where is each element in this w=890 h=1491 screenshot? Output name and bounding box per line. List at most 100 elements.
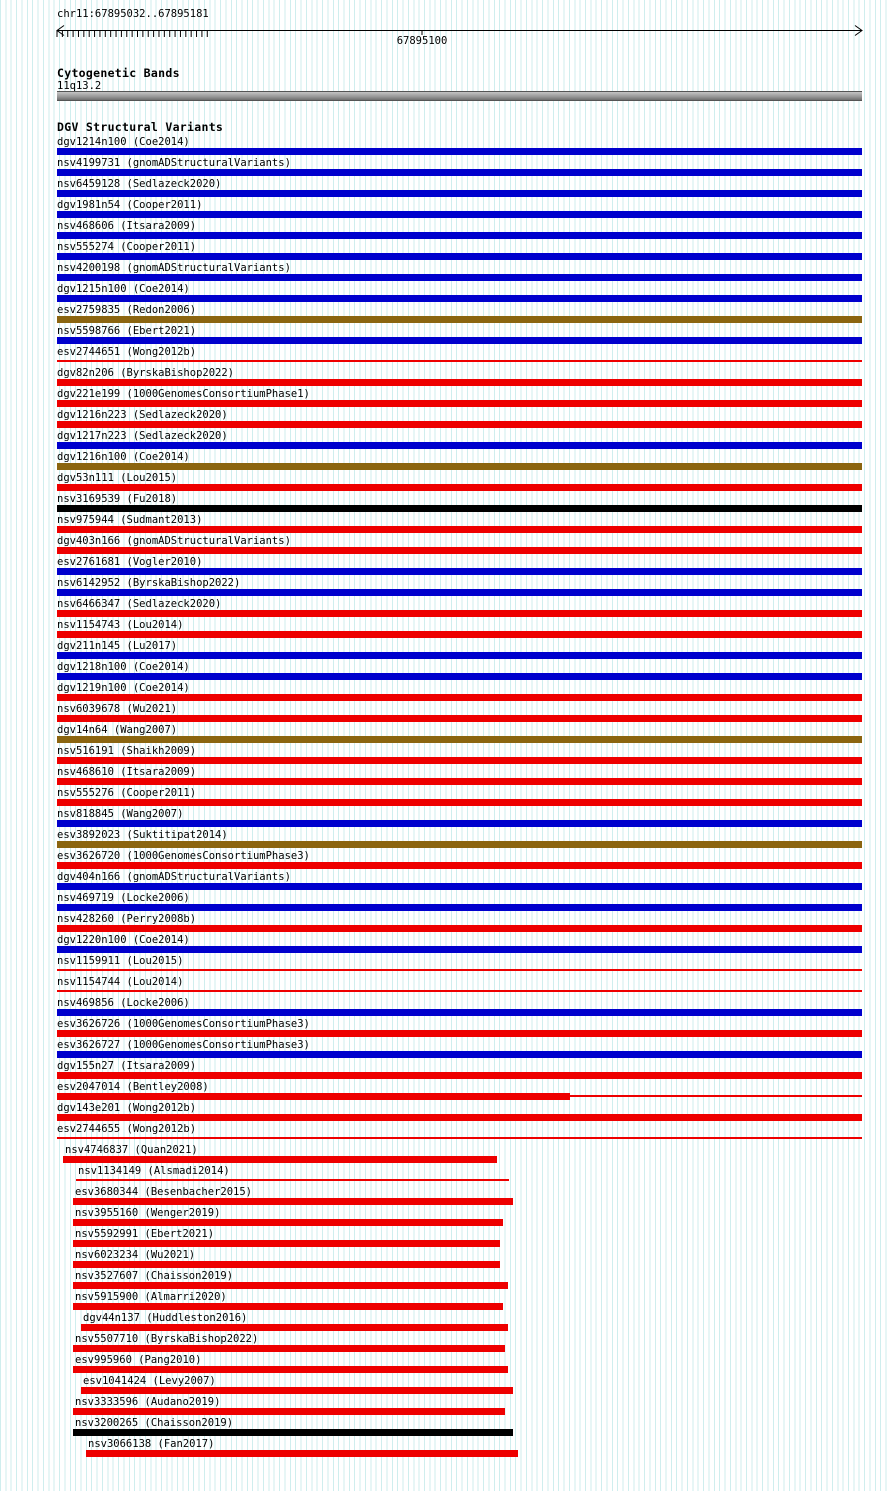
variant-bar[interactable] [57, 820, 862, 827]
variant-bar[interactable] [57, 337, 862, 344]
variant-bar[interactable] [57, 190, 862, 197]
variant-label[interactable]: nsv6459128 (Sedlazeck2020) [57, 178, 222, 190]
variant-label[interactable]: dgv1220n100 (Coe2014) [57, 934, 190, 946]
variant-bar[interactable] [57, 379, 862, 386]
variant-label[interactable]: nsv468606 (Itsara2009) [57, 220, 197, 232]
variant-bar[interactable] [57, 148, 862, 155]
variant-label[interactable]: dgv403n166 (gnomADStructuralVariants) [57, 535, 291, 547]
variant-label[interactable]: nsv555274 (Cooper2011) [57, 241, 197, 253]
variant-label[interactable]: nsv3169539 (Fu2018) [57, 493, 178, 505]
variant-bar[interactable] [57, 925, 862, 932]
variant-label[interactable]: dgv143e201 (Wong2012b) [57, 1102, 197, 1114]
variant-label[interactable]: dgv1219n100 (Coe2014) [57, 682, 190, 694]
variant-bar[interactable] [57, 883, 862, 890]
variant-bar[interactable] [57, 484, 862, 491]
variant-bar[interactable] [73, 1408, 505, 1415]
variant-label[interactable]: esv3626727 (1000GenomesConsortiumPhase3) [57, 1039, 310, 1051]
variant-label[interactable]: dgv1981n54 (Cooper2011) [57, 199, 203, 211]
variant-label[interactable]: nsv6142952 (ByrskaBishop2022) [57, 577, 241, 589]
variant-bar[interactable] [57, 610, 862, 617]
variant-bar[interactable] [57, 442, 862, 449]
variant-label[interactable]: esv1041424 (Levy2007) [83, 1375, 216, 1387]
variant-label[interactable]: esv3626726 (1000GenomesConsortiumPhase3) [57, 1018, 310, 1030]
variant-label[interactable]: nsv516191 (Shaikh2009) [57, 745, 197, 757]
variant-label[interactable]: nsv469719 (Locke2006) [57, 892, 190, 904]
variant-label[interactable]: nsv975944 (Sudmant2013) [57, 514, 203, 526]
variant-bar[interactable] [57, 694, 862, 701]
variant-label[interactable]: esv2761681 (Vogler2010) [57, 556, 203, 568]
variant-bar[interactable] [57, 505, 862, 512]
variant-bar[interactable] [57, 841, 862, 848]
variant-bar[interactable] [63, 1156, 497, 1163]
variant-bar[interactable] [57, 568, 862, 575]
cytoband-bar[interactable] [57, 91, 862, 101]
variant-label[interactable]: esv995960 (Pang2010) [75, 1354, 202, 1366]
variant-bar[interactable] [57, 757, 862, 764]
variant-bar[interactable] [57, 295, 862, 302]
variant-bar[interactable] [73, 1345, 505, 1352]
variant-label[interactable]: dgv1217n223 (Sedlazeck2020) [57, 430, 228, 442]
variant-label[interactable]: esv3680344 (Besenbacher2015) [75, 1186, 253, 1198]
variant-bar[interactable] [57, 1051, 862, 1058]
variant-bar[interactable] [57, 631, 862, 638]
variant-bar[interactable] [81, 1324, 508, 1331]
variant-bar[interactable] [57, 778, 862, 785]
variant-bar[interactable] [57, 400, 862, 407]
variant-label[interactable]: nsv6039678 (Wu2021) [57, 703, 178, 715]
variant-label[interactable]: nsv3333596 (Audano2019) [75, 1396, 221, 1408]
variant-bar[interactable] [57, 169, 862, 176]
variant-label[interactable]: nsv3200265 (Chaisson2019) [75, 1417, 234, 1429]
variant-bar[interactable] [57, 316, 862, 323]
variant-bar[interactable] [57, 1093, 570, 1100]
variant-bar[interactable] [57, 1114, 862, 1121]
variant-bar[interactable] [73, 1282, 508, 1289]
variant-label[interactable]: dgv1214n100 (Coe2014) [57, 136, 190, 148]
variant-bar[interactable] [57, 673, 862, 680]
variant-label[interactable]: esv3892023 (Suktitipat2014) [57, 829, 228, 841]
variant-bar[interactable] [57, 232, 862, 239]
variant-bar[interactable] [57, 652, 862, 659]
variant-bar[interactable] [57, 715, 862, 722]
variant-bar[interactable] [73, 1261, 500, 1268]
variant-bar[interactable] [57, 799, 862, 806]
variant-bar[interactable] [57, 1009, 862, 1016]
variant-label[interactable]: dgv155n27 (Itsara2009) [57, 1060, 197, 1072]
variant-label[interactable]: dgv404n166 (gnomADStructuralVariants) [57, 871, 291, 883]
variant-label[interactable]: nsv4200198 (gnomADStructuralVariants) [57, 262, 291, 274]
variant-bar[interactable] [57, 1072, 862, 1079]
variant-label[interactable]: dgv1216n100 (Coe2014) [57, 451, 190, 463]
variant-label[interactable]: dgv211n145 (Lu2017) [57, 640, 178, 652]
variant-bar[interactable] [57, 736, 862, 743]
variant-label[interactable]: nsv555276 (Cooper2011) [57, 787, 197, 799]
ruler[interactable] [0, 0, 890, 50]
variant-bar[interactable] [57, 211, 862, 218]
variant-label[interactable]: nsv4199731 (gnomADStructuralVariants) [57, 157, 291, 169]
variant-bar[interactable] [57, 463, 862, 470]
variant-label[interactable]: dgv44n137 (Huddleston2016) [83, 1312, 248, 1324]
variant-label[interactable]: nsv5507710 (ByrskaBishop2022) [75, 1333, 259, 1345]
variant-bar[interactable] [57, 1030, 862, 1037]
variant-bar[interactable] [57, 253, 862, 260]
variant-label[interactable]: dgv1216n223 (Sedlazeck2020) [57, 409, 228, 421]
variant-label[interactable]: nsv1134149 (Alsmadi2014) [78, 1165, 230, 1177]
variant-label[interactable]: esv2744655 (Wong2012b) [57, 1123, 197, 1135]
variant-bar[interactable] [57, 526, 862, 533]
variant-label[interactable]: nsv5915900 (Almarri2020) [75, 1291, 227, 1303]
variant-label[interactable]: dgv221e199 (1000GenomesConsortiumPhase1) [57, 388, 310, 400]
variant-bar[interactable] [73, 1198, 513, 1205]
variant-bar[interactable] [76, 1179, 509, 1181]
variant-label[interactable]: nsv1159911 (Lou2015) [57, 955, 184, 967]
variant-label[interactable]: nsv3066138 (Fan2017) [88, 1438, 215, 1450]
variant-bar[interactable] [57, 969, 862, 971]
variant-label[interactable]: esv2744651 (Wong2012b) [57, 346, 197, 358]
variant-label[interactable]: nsv818845 (Wang2007) [57, 808, 184, 820]
variant-label[interactable]: dgv53n111 (Lou2015) [57, 472, 178, 484]
variant-bar[interactable] [57, 274, 862, 281]
variant-bar[interactable] [73, 1219, 503, 1226]
variant-label[interactable]: nsv468610 (Itsara2009) [57, 766, 197, 778]
variant-bar[interactable] [57, 904, 862, 911]
variant-bar[interactable] [57, 360, 862, 362]
variant-label[interactable]: nsv6023234 (Wu2021) [75, 1249, 196, 1261]
variant-label[interactable]: dgv1218n100 (Coe2014) [57, 661, 190, 673]
variant-bar[interactable] [57, 589, 862, 596]
